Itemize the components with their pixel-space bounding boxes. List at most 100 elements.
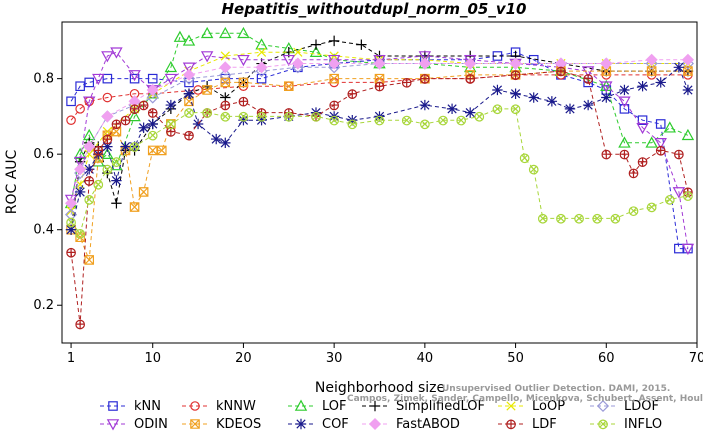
data-point-simplifiedlof [310, 39, 322, 50]
data-point-fastabod [146, 83, 159, 97]
data-point-ldf [138, 100, 149, 111]
data-point-ldf [420, 74, 430, 84]
legend-item-cof: COF [288, 417, 349, 432]
data-point-inflo [84, 195, 95, 205]
legend-marker-inflo [598, 419, 608, 430]
data-point-ldf [329, 100, 339, 111]
data-point-kdeos [283, 81, 294, 91]
data-point-ldf [465, 74, 476, 84]
data-point-cof [256, 114, 267, 126]
legend-marker-ldof [596, 399, 610, 413]
data-point-knn [655, 119, 666, 129]
legend-item-loop: LoOP [498, 399, 565, 414]
legend-marker-loop [506, 401, 516, 411]
data-point-ldf [347, 89, 358, 99]
x-tick-label: 40 [417, 351, 434, 366]
data-point-kdeos [374, 73, 385, 84]
data-point-inflo [129, 142, 140, 152]
data-point-kdeos [147, 145, 158, 156]
data-point-kdeos [84, 255, 95, 265]
data-point-odin [237, 54, 250, 67]
data-point-cof [111, 175, 122, 186]
series-fastabod [65, 53, 694, 210]
data-point-fastabod [373, 57, 386, 70]
data-point-inflo [66, 217, 76, 228]
data-point-cof [655, 77, 666, 88]
data-point-lof [618, 136, 631, 148]
data-point-inflo [374, 115, 385, 126]
data-point-inflo [519, 153, 530, 164]
data-point-cof [546, 96, 558, 107]
data-point-ldf [601, 149, 612, 160]
data-point-inflo [646, 202, 657, 213]
legend-item-knnw: kNNW [182, 399, 256, 414]
data-point-inflo [492, 104, 503, 115]
legend-label: LoOP [532, 399, 565, 414]
data-point-ldf [75, 319, 85, 330]
data-point-inflo [665, 195, 675, 205]
data-point-inflo [592, 213, 603, 224]
data-point-odin [618, 96, 631, 108]
data-point-cof [74, 186, 86, 198]
data-point-fastabod [418, 57, 431, 70]
data-point-ldf [220, 100, 231, 111]
data-point-cof [446, 103, 458, 115]
data-point-ldf [583, 74, 593, 84]
data-point-ldf [556, 66, 566, 77]
data-point-ldf [238, 96, 249, 107]
data-point-knn [129, 73, 140, 84]
legend-marker-ldf [506, 419, 516, 430]
legend-item-knn: kNN [100, 399, 161, 414]
legend-item-lof: LOF [288, 399, 347, 414]
data-point-loop [220, 51, 230, 61]
data-point-cof [419, 99, 431, 111]
series-inflo [66, 104, 693, 239]
data-point-cof [120, 141, 131, 152]
data-point-cof [192, 118, 204, 130]
data-point-kdeos [683, 66, 693, 76]
data-point-inflo [284, 112, 294, 122]
data-point-inflo [220, 112, 231, 122]
data-point-ldof [146, 91, 159, 104]
data-point-odin [101, 51, 114, 63]
data-point-cof [65, 224, 77, 235]
data-point-ldf [184, 130, 194, 141]
legend-label: LDOF [624, 399, 659, 414]
data-point-inflo [420, 119, 430, 130]
data-point-kdeos [646, 66, 657, 76]
data-point-lof [128, 109, 141, 122]
watermark-line-1: Unsupervised Outlier Detection. DAMI, 20… [442, 384, 670, 394]
data-point-odin [182, 62, 196, 74]
legend-marker-simplifiedlof [369, 400, 381, 412]
data-point-kdeos [202, 85, 212, 95]
data-point-cof [183, 88, 195, 99]
series-kdeos [66, 66, 693, 265]
legend-label: LDF [532, 417, 557, 432]
legend-item-ldof: LDOF [590, 399, 659, 414]
data-point-kdeos [129, 202, 140, 212]
data-point-fastabod [291, 57, 304, 70]
data-point-inflo [438, 115, 448, 126]
data-point-inflo [256, 112, 267, 122]
data-point-fastabod [255, 61, 268, 74]
data-point-fastabod [645, 53, 658, 66]
data-point-ldof [219, 68, 232, 81]
data-point-inflo [111, 157, 122, 167]
data-point-knnw [193, 85, 203, 95]
data-point-kdeos [75, 232, 85, 243]
data-point-odin [418, 51, 432, 63]
data-point-inflo [528, 164, 539, 175]
data-point-inflo [147, 130, 158, 141]
x-axis-title: Neighborhood size [315, 380, 445, 396]
plot-area-frame [61, 21, 698, 344]
legend-marker-cof [295, 418, 307, 430]
data-point-ldf [374, 81, 385, 92]
data-point-kdeos [329, 73, 339, 84]
data-point-fastabod [74, 163, 87, 176]
data-point-simplifiedlof [328, 35, 340, 47]
data-point-odin [110, 47, 123, 59]
data-point-knn [66, 96, 76, 107]
series-ldf [66, 66, 693, 330]
data-point-ldf [66, 247, 76, 258]
x-tick-label: 50 [507, 351, 524, 366]
